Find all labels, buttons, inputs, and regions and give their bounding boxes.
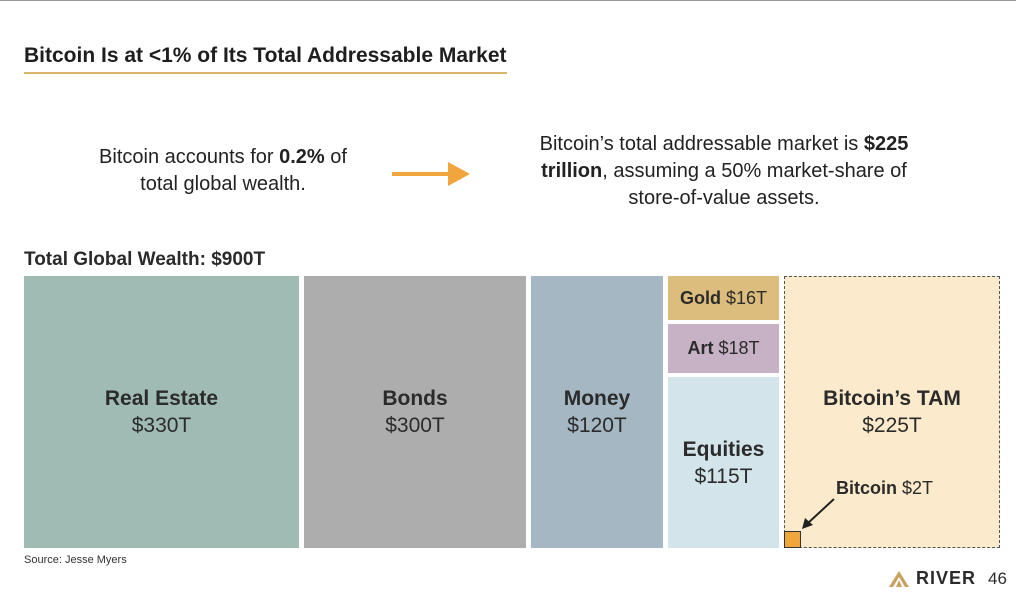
- stat-left-bold: 0.2%: [279, 146, 325, 168]
- stat-right-text-pre: Bitcoin’s total addressable market is: [539, 133, 864, 155]
- bitcoin-label: Bitcoin $2T: [836, 478, 933, 499]
- source-note: Source: Jesse Myers: [24, 554, 127, 566]
- brand-footer: RIVER 46: [888, 568, 1007, 589]
- block-bitcoin: [784, 531, 801, 548]
- block-art: Art $18T: [668, 324, 779, 373]
- bitcoin-label-name: Bitcoin: [836, 478, 897, 498]
- stat-right-text-post: , assuming a 50% market-share of: [602, 160, 907, 182]
- block-real-estate-name: Real Estate: [104, 387, 219, 410]
- bitcoin-label-value: $2T: [902, 478, 934, 498]
- bitcoin-pointer-arrow-icon: [802, 498, 835, 529]
- block-tam-name: Bitcoin’s TAM: [823, 387, 961, 410]
- block-real-estate-value: $330T: [131, 414, 192, 437]
- block-equities: Equities $115T: [668, 377, 779, 548]
- page-title: Bitcoin Is at <1% of Its Total Addressab…: [24, 44, 507, 74]
- stat-right-bold-amount: $225: [863, 133, 909, 155]
- block-gold-name: Gold: [679, 287, 721, 308]
- stat-right: Bitcoin’s total addressable market is $2…: [494, 131, 954, 212]
- block-equities-name: Equities: [682, 437, 765, 461]
- block-money-value: $120T: [567, 414, 627, 437]
- top-divider: [0, 0, 1016, 1]
- right-arrow-icon: [392, 162, 470, 186]
- stat-left-text-post: of: [324, 146, 347, 168]
- block-art-name: Art: [687, 338, 714, 358]
- block-equities-value: $115T: [694, 464, 753, 488]
- block-gold: Gold $16T: [668, 276, 779, 320]
- page-number: 46: [988, 568, 1007, 588]
- stat-right-line3: store-of-value assets.: [628, 187, 820, 209]
- block-bitcoin-tam: Bitcoin’s TAM $225T: [784, 276, 1000, 548]
- block-money-name: Money: [563, 387, 631, 410]
- stat-right-bold-unit: trillion: [541, 160, 603, 182]
- chart-title: Total Global Wealth: $900T: [24, 249, 266, 270]
- block-bonds: Bonds $300T: [304, 276, 526, 548]
- block-art-value: $18T: [718, 338, 760, 358]
- stat-left: Bitcoin accounts for 0.2% of total globa…: [58, 144, 388, 198]
- block-bonds-value: $300T: [385, 414, 445, 437]
- tam-text: Bitcoin’s TAM $225T: [785, 385, 999, 439]
- river-logo-icon: [889, 570, 909, 587]
- block-bonds-name: Bonds: [382, 387, 448, 410]
- brand-name: RIVER: [916, 568, 977, 588]
- block-tam-value: $225T: [862, 414, 922, 437]
- block-gold-value: $16T: [725, 287, 768, 308]
- block-money: Money $120T: [531, 276, 663, 548]
- stat-left-text-pre: Bitcoin accounts for: [99, 146, 280, 168]
- block-real-estate: Real Estate $330T: [24, 276, 299, 548]
- stat-left-line2: total global wealth.: [140, 173, 306, 195]
